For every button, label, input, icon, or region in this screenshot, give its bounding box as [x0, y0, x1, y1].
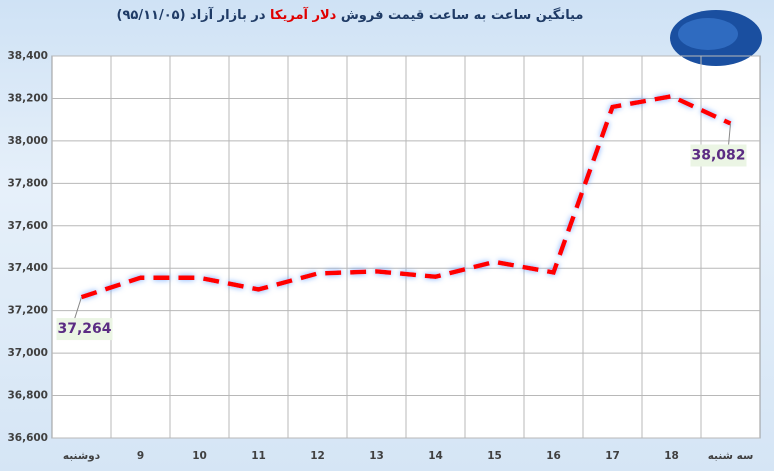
label-leader [74, 296, 82, 320]
title-part: در بازار آزاد (۹۵/۱۱/۰۵) [116, 8, 266, 23]
title-part: میانگین ساعت به ساعت قیمت فروش [340, 8, 584, 23]
data-line [80, 93, 732, 300]
x-tick-label: 9 [137, 450, 144, 462]
x-tick-label: 10 [192, 450, 207, 462]
x-tick-label: 18 [664, 450, 679, 462]
value-label: 38,082 [691, 147, 745, 163]
y-tick-label: 38,400 [7, 50, 48, 62]
y-tick-label: 37,800 [7, 177, 48, 189]
y-tick-label: 36,600 [7, 432, 48, 444]
x-tick-label: 12 [310, 450, 325, 462]
y-tick-label: 38,200 [7, 92, 48, 104]
y-tick-label: 38,000 [7, 135, 48, 147]
logo-shine [678, 18, 738, 50]
y-tick-label: 37,600 [7, 220, 48, 232]
value-label-box [56, 318, 113, 341]
value-label: 37,264 [57, 321, 111, 337]
x-tick-label: 13 [369, 450, 384, 462]
y-tick-label: 37,000 [7, 347, 48, 359]
value-label-box [690, 144, 747, 167]
x-tick-label: 15 [487, 450, 502, 462]
x-tick-label: 17 [605, 450, 620, 462]
x-tick-label: 14 [428, 450, 443, 462]
x-tick-label: سه شنبه [708, 450, 754, 462]
label-leader [728, 123, 731, 146]
x-tick-label: 11 [251, 450, 266, 462]
x-tick-label: 16 [546, 450, 561, 462]
title-highlight: دلار آمریکا [270, 8, 337, 23]
y-tick-label: 37,400 [7, 262, 48, 274]
y-tick-label: 37,200 [7, 305, 48, 317]
chart-title: میانگین ساعت به ساعت قیمت فروش دلار آمری… [60, 8, 640, 23]
y-tick-label: 36,800 [7, 390, 48, 402]
x-tick-label: دوشنبه [63, 450, 101, 462]
